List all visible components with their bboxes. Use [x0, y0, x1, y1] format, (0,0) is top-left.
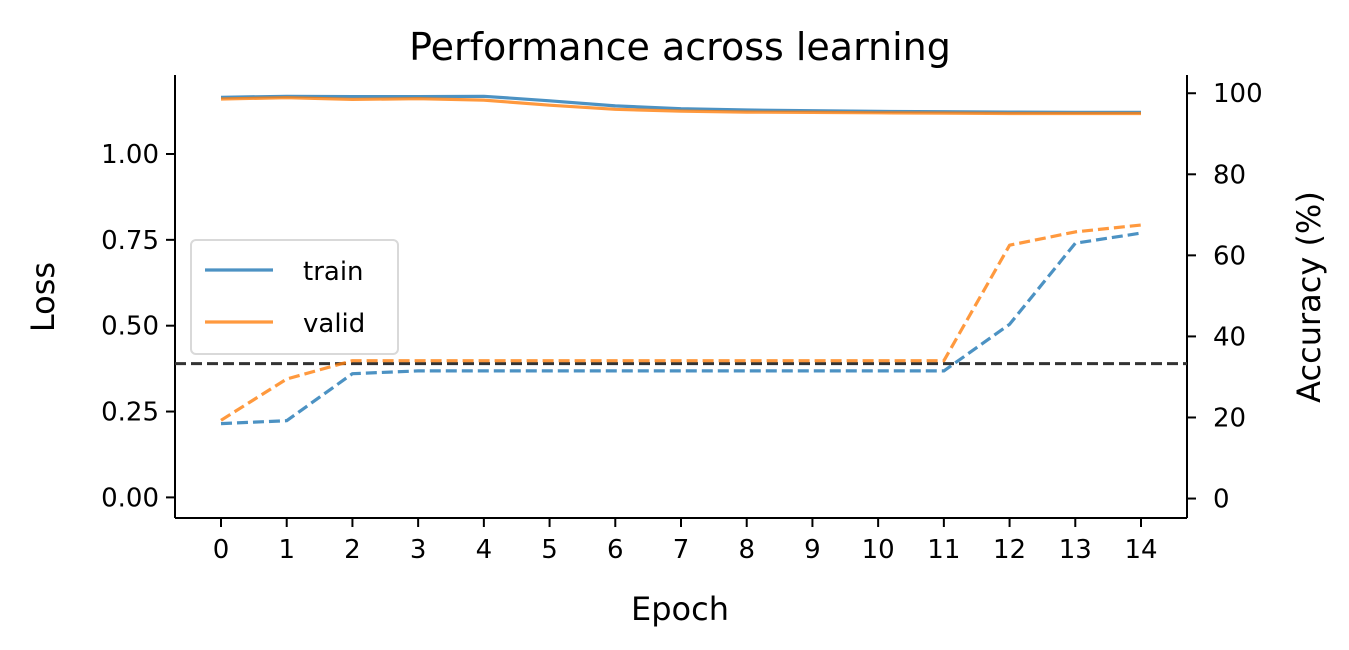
x-tick-label: 8: [738, 535, 755, 565]
y-tick-label: 0.25: [101, 398, 159, 428]
y2-tick-label: 40: [1213, 322, 1246, 352]
x-axis-label: Epoch: [631, 590, 729, 628]
loss-line-valid: [220, 96, 1141, 116]
chart-title: Performance across learning: [409, 25, 951, 69]
x-tick-label: 0: [213, 535, 230, 565]
y-tick-label: 1.00: [101, 140, 159, 170]
x-tick-label: 2: [344, 535, 361, 565]
accuracy-line-train: [220, 231, 1142, 426]
plot-area: 0 1 2 3 4 5 6 7 8 9 10 11 12 13 140.000.250.500.751.00…: [101, 75, 1263, 565]
x-tick-label: 4: [476, 535, 493, 565]
x-tick-label: 11: [927, 535, 960, 565]
y2-axis-label: Accuracy (%): [1290, 191, 1328, 403]
y-axis-label: Loss: [24, 262, 62, 332]
x-tick-label: 13: [1059, 535, 1092, 565]
x-tick-label: 10: [862, 535, 895, 565]
y-tick-label: 0.50: [101, 312, 159, 342]
y2-tick-label: 60: [1213, 241, 1246, 271]
y2-tick-label: 100: [1213, 79, 1263, 109]
y2-tick-label: 0: [1213, 485, 1230, 515]
x-tick-label: 3: [410, 535, 427, 565]
y-tick-label: 0.00: [101, 483, 159, 513]
accuracy-line-valid: [220, 223, 1142, 422]
x-tick-label: 14: [1124, 535, 1157, 565]
x-tick-label: 7: [673, 535, 690, 565]
x-tick-label: 5: [541, 535, 558, 565]
legend-box: [190, 239, 399, 355]
x-tick-label: 9: [804, 535, 821, 565]
legend-label-valid: valid: [303, 309, 365, 339]
y2-tick-label: 80: [1213, 160, 1246, 190]
legend-label-train: train: [303, 257, 364, 287]
y-tick-label: 0.75: [101, 226, 159, 256]
x-tick-label: 1: [278, 535, 295, 565]
x-tick-label: 12: [993, 535, 1026, 565]
x-tick-label: 6: [607, 535, 624, 565]
y2-tick-label: 20: [1213, 403, 1246, 433]
